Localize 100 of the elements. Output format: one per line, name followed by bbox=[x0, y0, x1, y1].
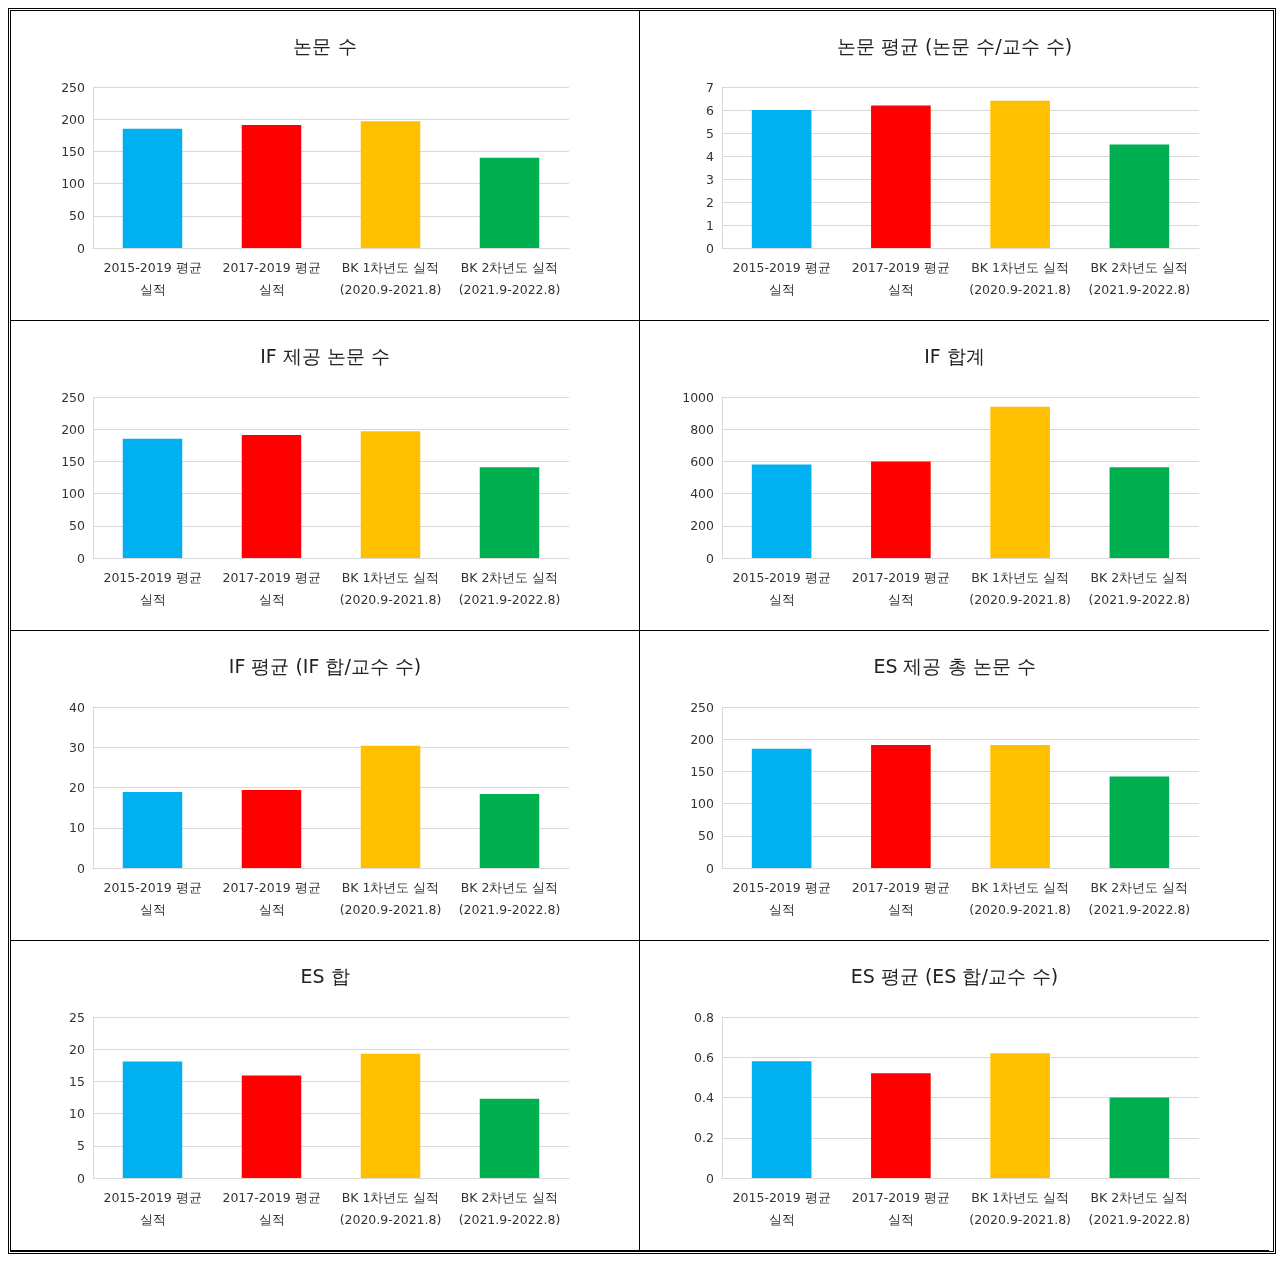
y-tick-label: 200 bbox=[61, 421, 86, 437]
x-tick-label: BK 2차년도 실적 (2021.9-2022.8) bbox=[458, 1189, 561, 1227]
y-tick-label: 250 bbox=[61, 79, 86, 95]
x-tick-label: BK 2차년도 실적 (2021.9-2022.8) bbox=[458, 569, 561, 607]
y-tick-label: 800 bbox=[690, 421, 715, 437]
x-tick-label: 2017-2019 평균 실적 bbox=[851, 879, 950, 917]
x-tick-label: 2017-2019 평균 실적 bbox=[851, 259, 950, 297]
y-tick-label: 4 bbox=[706, 148, 715, 164]
y-tick-label: 0 bbox=[77, 550, 86, 566]
x-tick-label: BK 2차년도 실적 (2021.9-2022.8) bbox=[1088, 879, 1191, 917]
x-tick-label: BK 2차년도 실적 (2021.9-2022.8) bbox=[458, 879, 561, 917]
chart-title: 논문 수 bbox=[293, 34, 357, 57]
y-tick-label: 0 bbox=[706, 1170, 715, 1186]
x-tick-label: 2017-2019 평균 실적 bbox=[222, 569, 321, 607]
y-tick-label: 600 bbox=[690, 453, 715, 469]
x-tick-label: BK 1차년도 실적 (2020.9-2021.8) bbox=[339, 569, 442, 607]
x-tick-label: 2017-2019 평균 실적 bbox=[222, 1189, 321, 1227]
y-tick-label: 200 bbox=[690, 518, 715, 534]
bar bbox=[241, 125, 302, 248]
bar bbox=[241, 1075, 302, 1178]
y-tick-label: 250 bbox=[690, 699, 715, 715]
x-tick-label: BK 1차년도 실적 (2020.9-2021.8) bbox=[969, 1189, 1071, 1227]
y-tick-label: 5 bbox=[77, 1138, 85, 1154]
x-tick-label: 2015-2019 평균 실적 bbox=[103, 569, 202, 607]
bar bbox=[871, 1073, 931, 1178]
y-tick-label: 50 bbox=[69, 518, 86, 534]
x-tick-label: 2015-2019 평균 실적 bbox=[103, 1189, 202, 1227]
y-tick-label: 7 bbox=[706, 79, 714, 95]
x-tick-label: 2017-2019 평균 실적 bbox=[851, 569, 950, 607]
bar bbox=[1109, 1097, 1170, 1178]
x-tick-label: BK 1차년도 실적 (2020.9-2021.8) bbox=[969, 259, 1071, 297]
x-tick-label: 2017-2019 평균 실적 bbox=[222, 259, 321, 297]
y-tick-label: 0 bbox=[706, 550, 715, 566]
chart-title: IF 평균 (IF 합/교수 수) bbox=[228, 654, 422, 677]
bar bbox=[122, 791, 183, 868]
y-tick-label: 200 bbox=[61, 111, 86, 127]
y-tick-label: 100 bbox=[61, 176, 86, 192]
x-tick-label: 2015-2019 평균 실적 bbox=[732, 259, 831, 297]
x-tick-label: BK 2차년도 실적 (2021.9-2022.8) bbox=[1088, 569, 1191, 607]
bar bbox=[1109, 776, 1170, 868]
bar bbox=[751, 748, 812, 868]
y-tick-label: 150 bbox=[61, 143, 86, 159]
y-tick-label: 15 bbox=[69, 1073, 85, 1089]
y-tick-label: 0.6 bbox=[694, 1049, 715, 1065]
bar bbox=[122, 438, 183, 558]
y-tick-label: 100 bbox=[690, 796, 715, 812]
x-tick-label: BK 2차년도 실적 (2021.9-2022.8) bbox=[1088, 259, 1191, 297]
chart-title: IF 합계 bbox=[924, 344, 985, 367]
bar bbox=[479, 793, 540, 868]
y-tick-label: 0 bbox=[706, 860, 715, 876]
bar bbox=[1109, 144, 1170, 248]
bar bbox=[871, 745, 931, 868]
y-tick-label: 0.4 bbox=[694, 1090, 715, 1105]
y-tick-label: 6 bbox=[706, 102, 715, 118]
bar bbox=[871, 461, 931, 558]
y-tick-label: 40 bbox=[69, 699, 86, 715]
y-tick-label: 5 bbox=[706, 125, 714, 141]
bar bbox=[360, 745, 421, 868]
y-tick-label: 50 bbox=[69, 208, 86, 224]
y-tick-label: 3 bbox=[706, 171, 714, 187]
x-tick-label: BK 2차년도 실적 (2021.9-2022.8) bbox=[458, 259, 561, 297]
x-tick-label: 2015-2019 평균 실적 bbox=[732, 879, 831, 917]
y-tick-label: 150 bbox=[61, 453, 86, 469]
y-tick-label: 20 bbox=[69, 1041, 86, 1057]
y-tick-label: 0 bbox=[706, 240, 715, 256]
x-tick-label: BK 1차년도 실적 (2020.9-2021.8) bbox=[339, 879, 442, 917]
x-tick-label: 2015-2019 평균 실적 bbox=[732, 1189, 831, 1227]
y-tick-label: 50 bbox=[698, 828, 715, 844]
y-tick-label: 10 bbox=[69, 1106, 86, 1122]
chart-title: IF 제공 논문 수 bbox=[260, 344, 390, 367]
x-tick-label: BK 1차년도 실적 (2020.9-2021.8) bbox=[969, 879, 1071, 917]
y-tick-label: 0 bbox=[77, 860, 86, 876]
y-tick-label: 0.2 bbox=[694, 1130, 714, 1146]
bar bbox=[360, 121, 421, 248]
y-tick-label: 0 bbox=[77, 240, 86, 256]
bar bbox=[479, 467, 540, 558]
bar bbox=[479, 157, 540, 248]
x-tick-label: BK 1차년도 실적 (2020.9-2021.8) bbox=[339, 1189, 442, 1227]
bar bbox=[751, 464, 812, 558]
y-tick-label: 25 bbox=[69, 1009, 85, 1025]
y-tick-label: 1 bbox=[706, 217, 714, 233]
x-tick-label: 2015-2019 평균 실적 bbox=[732, 569, 831, 607]
chart-title: 논문 평균 (논문 수/교수 수) bbox=[836, 34, 1073, 57]
bar bbox=[241, 435, 302, 558]
bar bbox=[241, 789, 302, 868]
y-tick-label: 250 bbox=[61, 389, 86, 405]
y-tick-label: 100 bbox=[61, 486, 86, 502]
x-tick-label: BK 2차년도 실적 (2021.9-2022.8) bbox=[1088, 1189, 1191, 1227]
bar bbox=[360, 1053, 421, 1178]
y-tick-label: 150 bbox=[690, 763, 715, 779]
y-tick-label: 0.8 bbox=[694, 1009, 715, 1025]
bar bbox=[122, 1061, 183, 1178]
y-tick-label: 2 bbox=[706, 194, 714, 210]
x-tick-label: 2017-2019 평균 실적 bbox=[222, 879, 321, 917]
bar bbox=[1109, 467, 1170, 558]
bar bbox=[751, 110, 812, 248]
chart-title: ES 평균 (ES 합/교수 수) bbox=[850, 964, 1059, 987]
x-tick-label: 2017-2019 평균 실적 bbox=[851, 1189, 950, 1227]
chart-title: ES 제공 총 논문 수 bbox=[873, 654, 1036, 677]
bar bbox=[990, 100, 1050, 248]
